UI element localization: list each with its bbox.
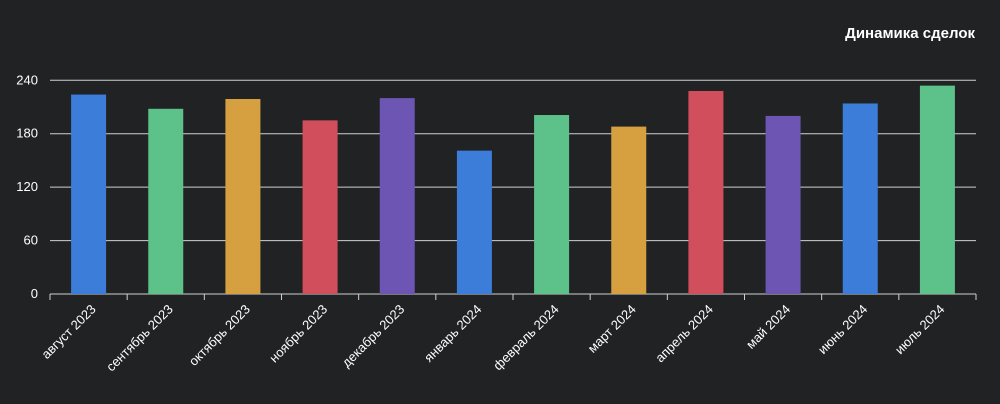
bar	[842, 103, 878, 294]
x-tick-label: ноябрь 2023	[266, 302, 330, 366]
y-tick-label: 120	[16, 179, 38, 194]
x-tick-label: январь 2024	[421, 302, 484, 365]
x-tick-label: апрель 2024	[652, 302, 716, 366]
y-tick-label: 180	[16, 126, 38, 141]
x-tick-label: февраль 2024	[490, 302, 562, 374]
x-tick-label: октябрь 2023	[186, 302, 253, 369]
bar	[148, 108, 184, 294]
y-tick-label: 0	[31, 286, 38, 301]
bar	[379, 98, 415, 294]
y-tick-label: 240	[16, 72, 38, 87]
bar	[456, 150, 492, 294]
bar	[302, 120, 338, 295]
x-tick-label: июнь 2024	[815, 302, 871, 358]
x-tick-label: август 2023	[38, 302, 98, 362]
bar	[611, 126, 647, 294]
x-tick-label: сентябрь 2023	[103, 302, 176, 375]
x-tick-label: май 2024	[743, 302, 793, 352]
x-tick-label: июль 2024	[892, 302, 948, 358]
x-tick-label: декабрь 2023	[339, 302, 408, 371]
bar	[225, 98, 261, 294]
y-tick-label: 60	[24, 233, 38, 248]
bar	[534, 115, 570, 295]
bar	[919, 85, 955, 294]
bar	[765, 115, 801, 295]
chart-title: Динамика сделок	[845, 25, 975, 42]
x-tick-label: март 2024	[585, 302, 639, 356]
bar	[71, 94, 107, 295]
bar	[688, 90, 724, 294]
